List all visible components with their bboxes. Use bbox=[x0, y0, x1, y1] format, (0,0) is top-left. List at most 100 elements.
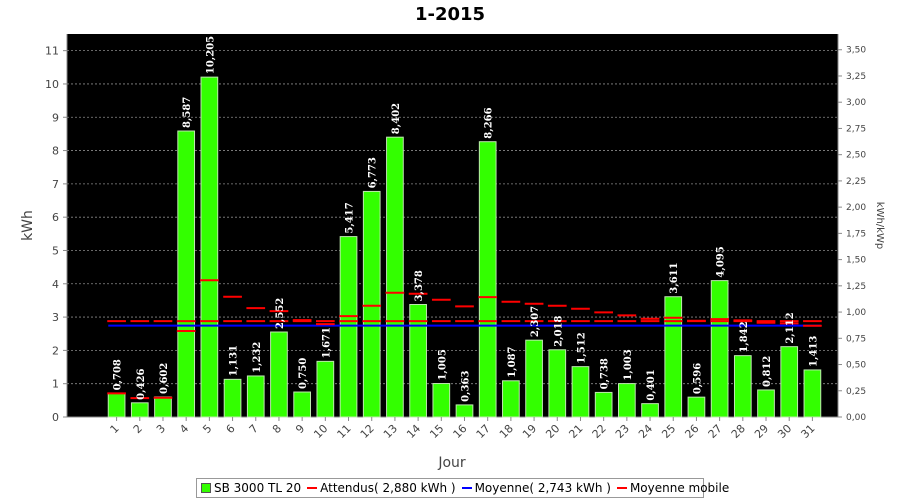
y2-tick-label: 1,25 bbox=[846, 282, 866, 292]
y-tick-label: 1 bbox=[52, 378, 59, 391]
y-axis-title: kWh bbox=[20, 210, 36, 241]
bar bbox=[339, 236, 358, 418]
y-tick-label: 2 bbox=[52, 344, 59, 357]
data-label: 6,773 bbox=[368, 157, 379, 188]
legend-swatch-expected bbox=[307, 487, 318, 489]
chart-title: 1-2015 bbox=[414, 4, 486, 25]
bar bbox=[293, 391, 311, 418]
bar bbox=[548, 349, 567, 418]
y2-tick-label: 2,00 bbox=[846, 203, 866, 213]
y2-tick-label: 1,00 bbox=[846, 308, 866, 318]
y-tick-label: 6 bbox=[52, 211, 59, 224]
bar bbox=[780, 346, 799, 418]
x-tick-label: 9 bbox=[293, 422, 307, 436]
y2-tick-label: 1,75 bbox=[846, 229, 866, 239]
y-tick-label: 10 bbox=[45, 78, 59, 91]
y2-tick-label: 0,75 bbox=[846, 334, 866, 344]
bar bbox=[432, 383, 451, 418]
data-label: 1,232 bbox=[252, 342, 263, 373]
y2-tick-label: 2,75 bbox=[846, 124, 866, 134]
y2-tick-label: 3,25 bbox=[846, 72, 866, 82]
bar bbox=[246, 375, 265, 418]
bar bbox=[571, 366, 590, 418]
legend-item-expected: Attendus( 2,880 kWh ) bbox=[307, 481, 456, 495]
x-tick-label: 28 bbox=[729, 422, 748, 441]
data-label: 5,417 bbox=[345, 202, 356, 233]
data-label: 8,266 bbox=[484, 107, 495, 138]
x-axis-title: Jour bbox=[437, 455, 466, 471]
data-label: 0,708 bbox=[113, 359, 124, 390]
data-label: 0,401 bbox=[646, 369, 657, 400]
bar bbox=[362, 190, 381, 418]
y-tick-label: 5 bbox=[52, 244, 59, 257]
bar bbox=[270, 331, 288, 418]
data-label: 8,402 bbox=[391, 103, 402, 134]
data-label: 0,363 bbox=[461, 371, 472, 402]
x-tick-label: 11 bbox=[335, 422, 354, 441]
y2-tick-label: 1,50 bbox=[846, 256, 866, 266]
bar bbox=[107, 392, 126, 418]
legend-item-bars: SB 3000 TL 20 bbox=[201, 481, 301, 495]
y2-tick-label: 0,25 bbox=[846, 387, 866, 397]
legend-item-average: Moyenne( 2,743 kWh ) bbox=[461, 481, 611, 495]
x-tick-label: 4 bbox=[177, 422, 191, 436]
bar bbox=[757, 389, 775, 418]
legend-item-moving-average: Moyenne mobile bbox=[616, 481, 730, 495]
y-tick-label: 8 bbox=[52, 145, 59, 158]
legend-swatch-bars bbox=[201, 483, 211, 493]
data-label: 8,587 bbox=[182, 97, 193, 128]
x-tick-label: 31 bbox=[798, 422, 817, 441]
bar bbox=[733, 355, 752, 418]
y2-tick-label: 0,50 bbox=[846, 361, 866, 371]
x-tick-label: 22 bbox=[590, 422, 609, 441]
x-tick-label: 7 bbox=[247, 422, 261, 436]
y-tick-label: 11 bbox=[45, 45, 59, 58]
x-tick-label: 20 bbox=[543, 422, 562, 441]
data-label: 1,005 bbox=[437, 349, 448, 380]
bar bbox=[803, 369, 822, 418]
y-tick-label: 7 bbox=[52, 178, 59, 191]
y-tick-label: 0 bbox=[52, 411, 59, 424]
y2-tick-label: 3,50 bbox=[846, 46, 866, 56]
legend-swatch-average bbox=[461, 487, 472, 489]
x-tick-label: 1 bbox=[108, 422, 122, 436]
x-tick-label: 18 bbox=[497, 422, 516, 441]
data-label: 0,426 bbox=[136, 368, 147, 399]
legend-label-moving-average: Moyenne mobile bbox=[629, 481, 730, 495]
data-label: 2,552 bbox=[275, 298, 286, 329]
y2-tick-label: 3,00 bbox=[846, 98, 866, 108]
x-tick-label: 10 bbox=[311, 422, 330, 441]
data-label: 1,671 bbox=[321, 327, 332, 358]
x-tick-label: 17 bbox=[474, 422, 493, 441]
x-tick-label: 21 bbox=[566, 422, 585, 441]
y2-axis-title: kWh/kWp bbox=[874, 202, 885, 249]
data-label: 0,738 bbox=[600, 358, 611, 389]
legend-swatch-moving-average bbox=[616, 487, 627, 489]
y2-tick-label: 2,50 bbox=[846, 151, 866, 161]
y-tick-label: 3 bbox=[52, 311, 59, 324]
x-tick-label: 15 bbox=[427, 422, 446, 441]
bar bbox=[664, 296, 683, 418]
y-tick-label: 9 bbox=[52, 111, 59, 124]
legend-label-bars: SB 3000 TL 20 bbox=[214, 481, 302, 495]
x-tick-label: 3 bbox=[154, 422, 168, 436]
x-tick-label: 30 bbox=[775, 422, 794, 441]
x-tick-label: 6 bbox=[224, 422, 238, 436]
x-tick-label: 13 bbox=[381, 422, 400, 441]
plot-area bbox=[67, 34, 838, 417]
data-label: 3,378 bbox=[414, 270, 425, 301]
data-label: 1,413 bbox=[808, 336, 819, 367]
data-label: 10,205 bbox=[205, 36, 216, 74]
data-label: 0,750 bbox=[298, 358, 309, 389]
data-label: 1,131 bbox=[229, 345, 240, 376]
x-tick-label: 2 bbox=[131, 422, 145, 436]
x-tick-label: 14 bbox=[404, 422, 423, 441]
bar bbox=[641, 403, 659, 418]
data-label: 0,596 bbox=[692, 363, 703, 394]
bar bbox=[710, 280, 729, 418]
bar bbox=[316, 360, 335, 418]
bar bbox=[618, 383, 636, 418]
x-tick-label: 16 bbox=[451, 422, 470, 441]
